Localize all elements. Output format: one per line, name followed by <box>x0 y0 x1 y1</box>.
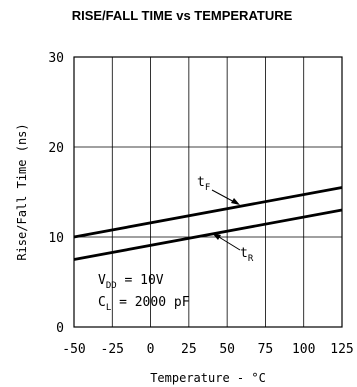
y-tick-label: 30 <box>48 51 64 66</box>
tR-arrowhead <box>212 233 221 240</box>
chart-title: RISE/FALL TIME vs TEMPERATURE <box>72 8 293 23</box>
x-tick-label: 100 <box>292 342 315 357</box>
x-tick-label: 0 <box>147 342 155 357</box>
vdd-annotation: VDD = 10V <box>98 273 164 291</box>
x-tick-label: 75 <box>258 342 274 357</box>
x-tick-label: 125 <box>330 342 353 357</box>
series-label-tF: tF <box>197 175 210 193</box>
y-axis-label: Rise/Fall Time (ns) <box>15 123 29 260</box>
series-layer <box>73 186 343 261</box>
x-tick-label: 50 <box>219 342 235 357</box>
y-tick-label: 10 <box>48 231 64 246</box>
x-tick-label: -25 <box>101 342 124 357</box>
x-axis-label: Temperature - °C <box>150 371 266 385</box>
x-tick-labels: -50 -25 0 25 50 75 100 125 <box>62 342 353 357</box>
y-tick-label: 0 <box>56 321 64 336</box>
series-line-tF <box>73 186 343 239</box>
x-tick-label: 25 <box>181 342 197 357</box>
y-tick-label: 20 <box>48 141 64 156</box>
series-label-tR: tR <box>240 246 254 264</box>
cl-annotation: CL = 2000 pF <box>98 295 190 313</box>
y-tick-labels: 0 10 20 30 <box>48 51 64 336</box>
tF-arrowhead <box>231 198 240 205</box>
plot-frame <box>73 56 343 328</box>
series-line-tR <box>73 208 343 261</box>
x-tick-label: -50 <box>62 342 85 357</box>
